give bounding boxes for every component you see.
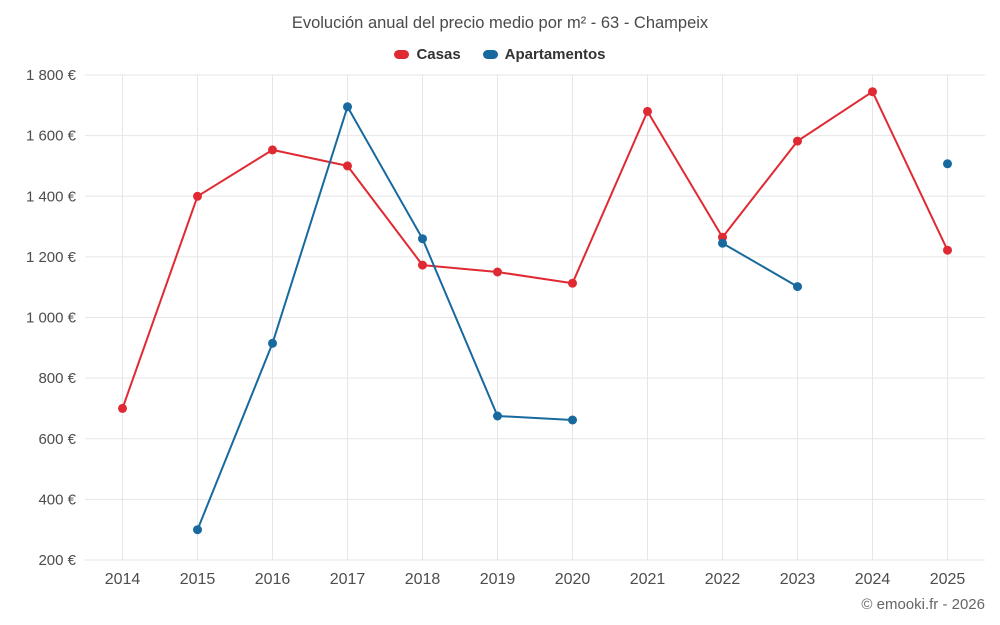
data-point[interactable] [568,415,577,425]
legend-item-apartamentos[interactable]: Apartamentos [482,46,606,63]
y-axis-label: 1 200 € [26,249,77,266]
data-point[interactable] [118,403,127,413]
x-axis-label: 2015 [180,571,216,588]
data-point[interactable] [268,338,277,348]
x-axis-label: 2019 [480,571,516,588]
data-point[interactable] [943,159,952,169]
x-axis-label: 2014 [105,571,141,588]
data-point[interactable] [193,191,202,201]
copyright: © emooki.fr - 2026 [861,596,985,613]
grid [85,74,985,561]
data-point[interactable] [868,87,877,97]
data-point[interactable] [418,234,427,244]
y-axis-label: 1 400 € [26,188,77,205]
x-axis-label: 2025 [930,571,966,588]
data-point[interactable] [643,106,652,116]
y-axis-label: 400 € [38,491,76,508]
x-axis-label: 2017 [330,571,366,588]
legend-marker-casas-icon [394,50,410,59]
x-axis-label: 2016 [255,571,291,588]
y-axis-label: 600 € [38,431,76,448]
data-point[interactable] [568,278,577,288]
series-casas [118,87,952,413]
x-axis-label: 2018 [405,571,441,588]
data-point[interactable] [793,282,802,292]
x-axis-label: 2024 [855,571,891,588]
data-point[interactable] [493,411,502,421]
data-point[interactable] [268,145,277,155]
data-point[interactable] [418,260,427,270]
x-axis-label: 2020 [555,571,591,588]
y-axis-label: 200 € [38,552,76,569]
chart-title: Evolución anual del precio medio por m² … [291,14,709,32]
data-point[interactable] [193,525,202,535]
y-axis-label: 1 000 € [26,310,77,327]
x-axis-label: 2022 [705,571,741,588]
y-axis-label: 1 600 € [26,128,77,145]
data-point[interactable] [718,238,727,248]
x-axis-label: 2021 [630,571,666,588]
x-axis-label: 2023 [780,571,816,588]
y-axis-label: 800 € [38,370,76,387]
data-point[interactable] [793,136,802,146]
legend-item-casas[interactable]: Casas [394,46,461,63]
data-point[interactable] [493,267,502,277]
legend-marker-apartamentos-icon [482,50,498,59]
legend-label-casas: Casas [416,46,461,63]
legend-label-apartamentos: Apartamentos [504,46,606,63]
chart-legend: Casas Apartamentos [0,46,1000,63]
series-line [121,90,949,410]
data-point[interactable] [343,161,352,171]
y-axis-label: 1 800 € [26,67,77,84]
data-point[interactable] [943,245,952,255]
series-apartamentos [193,102,952,535]
data-point[interactable] [343,102,352,112]
